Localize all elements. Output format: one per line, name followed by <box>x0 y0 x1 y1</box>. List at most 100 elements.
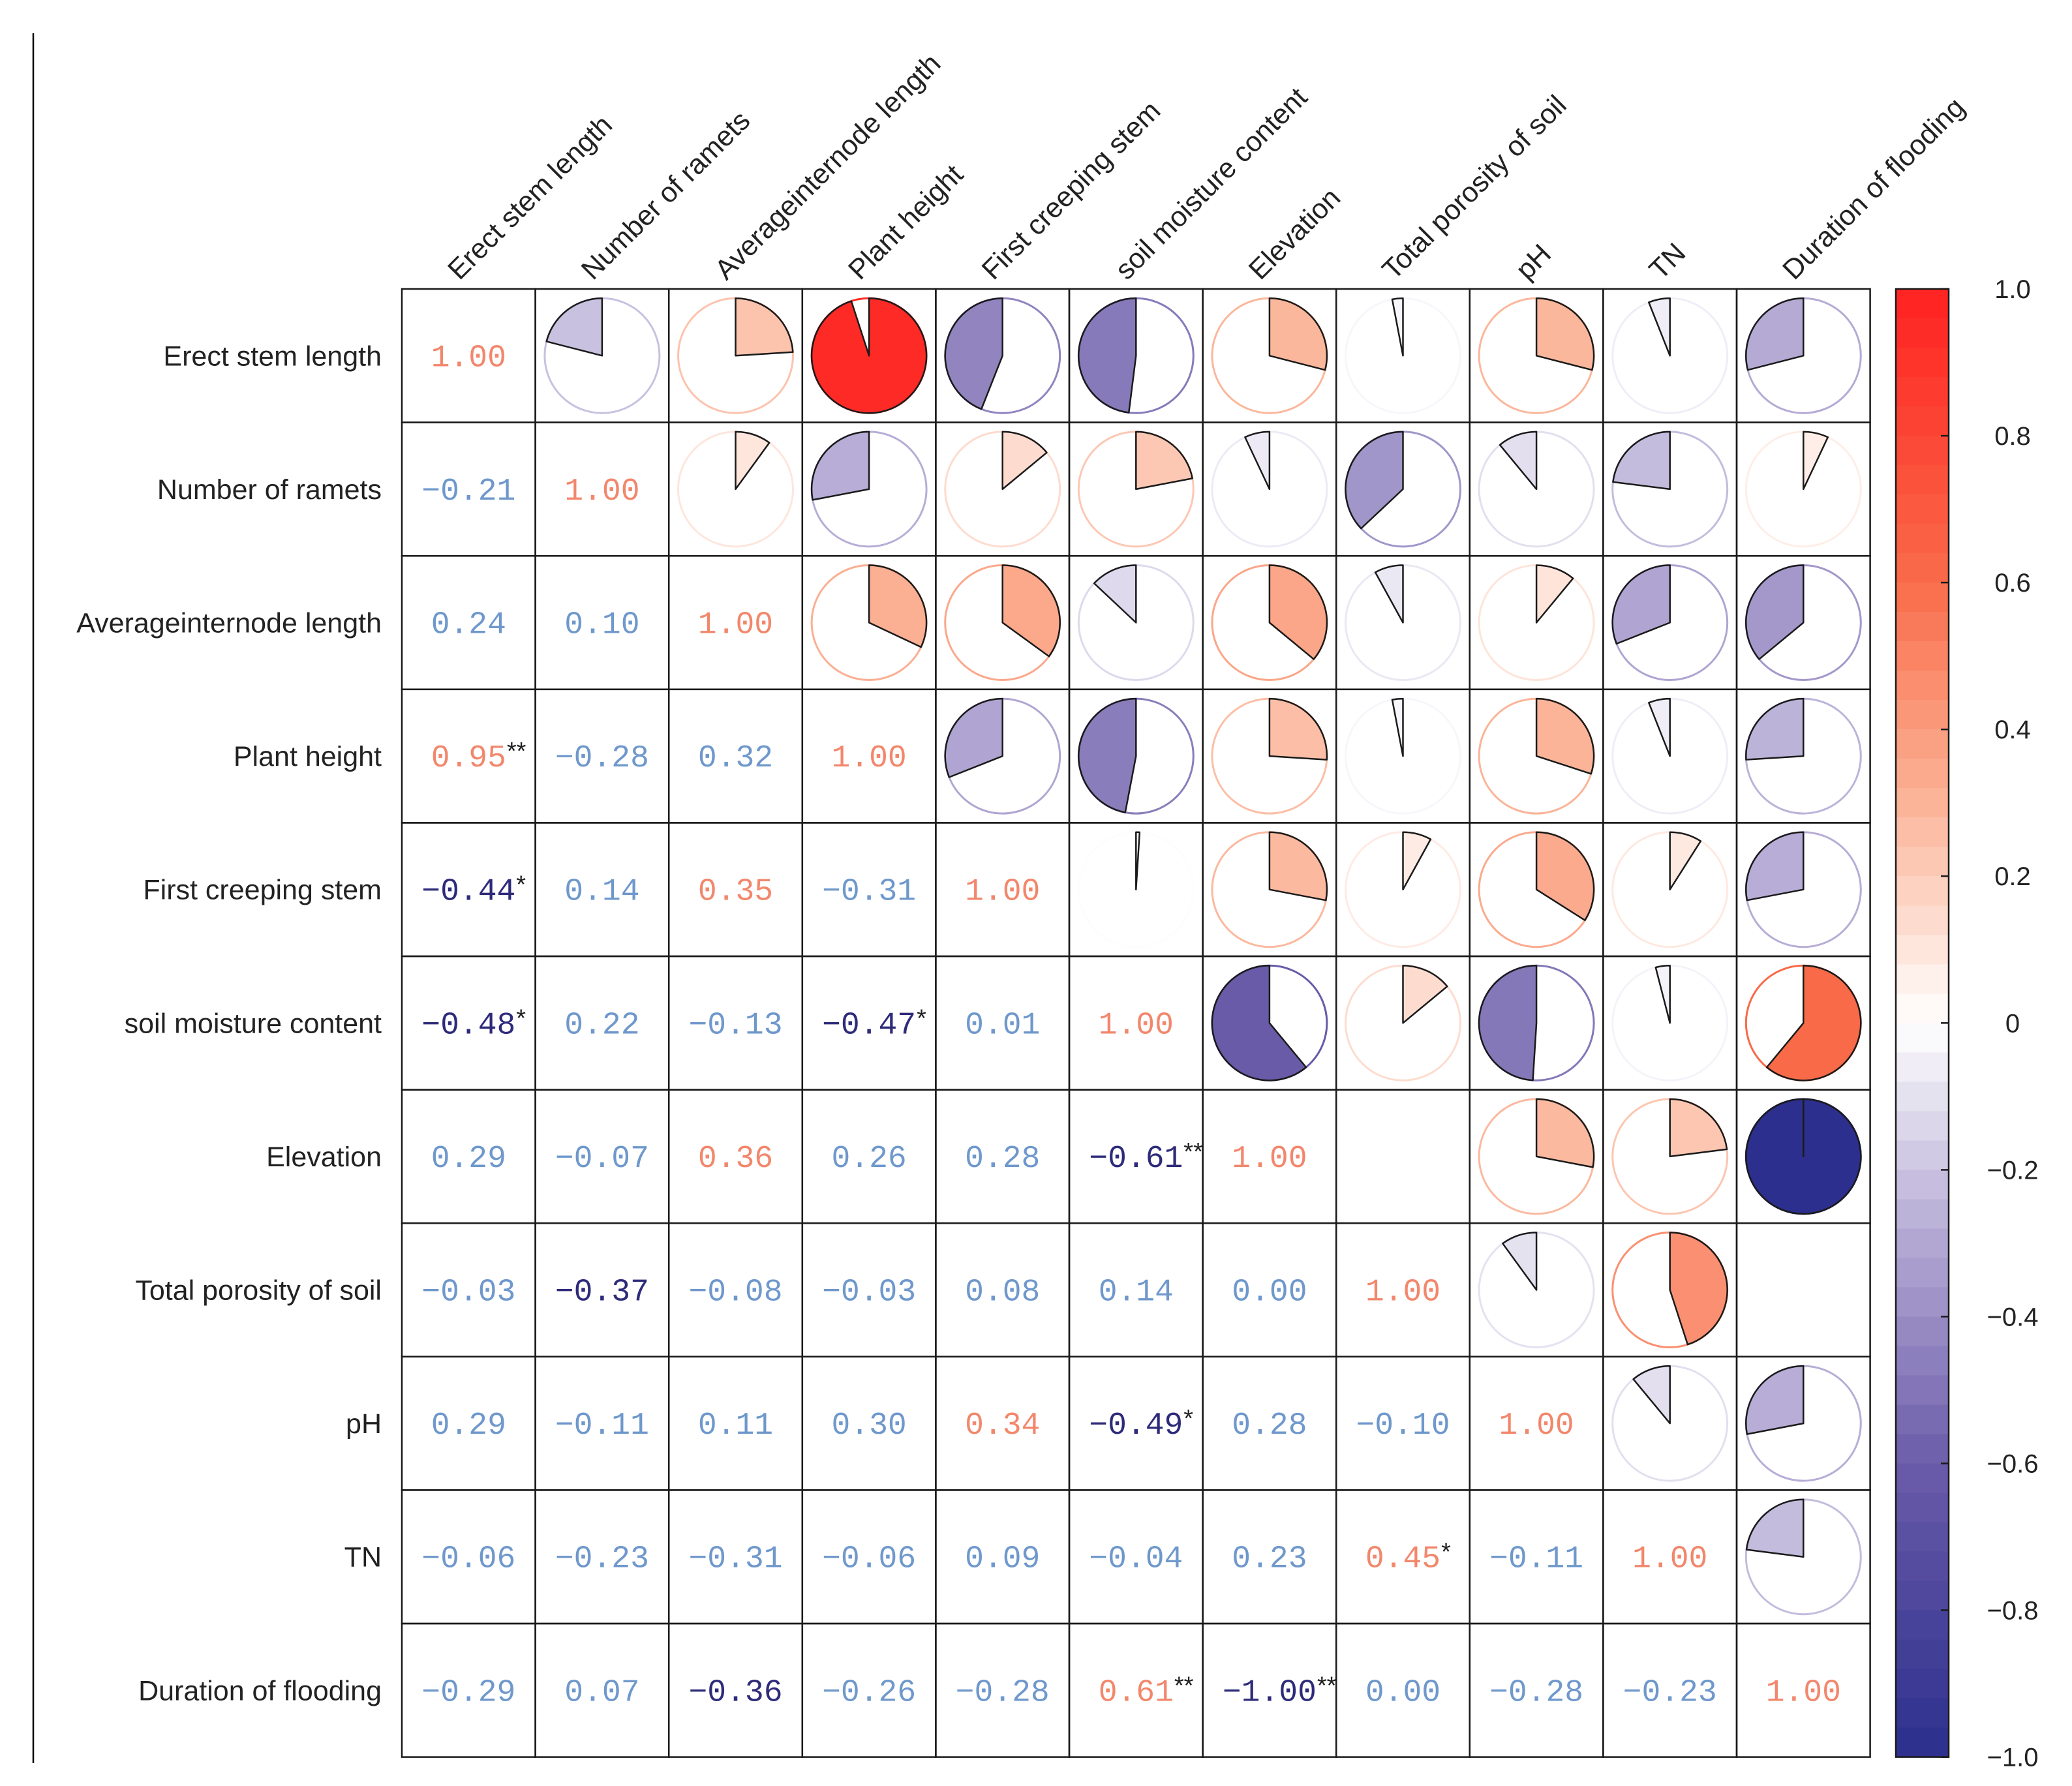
coefficient-label: −0.23 <box>1623 1675 1717 1710</box>
pie-wedge <box>1745 297 1805 371</box>
row-label: Number of ramets <box>157 474 382 506</box>
pie-wedge <box>1268 831 1328 901</box>
coefficient-label: −0.03 <box>822 1275 916 1310</box>
pie-wedge <box>1478 965 1538 1082</box>
significance-stars: ** <box>1317 1672 1337 1699</box>
pie-wedge <box>735 297 794 357</box>
coefficient-label: 1.00 <box>965 875 1040 910</box>
pie-wedge <box>1345 431 1404 530</box>
pie-wedge <box>1745 831 1805 901</box>
coefficient-label: 0.28 <box>965 1142 1040 1177</box>
coefficient-label: −0.26 <box>822 1675 916 1710</box>
coefficient-label: 1.00 <box>1632 1542 1707 1577</box>
column-label: TN <box>1643 237 1692 286</box>
coefficient-label: 1.00 <box>1499 1408 1574 1444</box>
coefficient-label: −0.28 <box>1489 1675 1583 1710</box>
pie-wedge <box>944 297 1003 410</box>
pie-wedge <box>1669 1098 1728 1158</box>
pie-wedge <box>1745 1498 1805 1558</box>
pie-wedge <box>1535 297 1595 371</box>
matrix-cell <box>1735 1222 1871 1358</box>
coefficient-label: −0.47 <box>822 1008 916 1043</box>
coefficient-label: 0.09 <box>965 1542 1040 1577</box>
row-label: Averageinternode length <box>76 608 382 639</box>
coefficient-label: −0.31 <box>688 1542 782 1577</box>
significance-stars: ** <box>1183 1138 1203 1166</box>
row-label: First creeping stem <box>143 875 382 906</box>
coefficient-label: 0.28 <box>1232 1408 1307 1444</box>
coefficient-label: 0.14 <box>1099 1275 1174 1310</box>
coefficient-label: −0.36 <box>688 1675 782 1710</box>
pie-wedge <box>1632 1365 1671 1425</box>
coefficient-label: −0.49 <box>1089 1408 1183 1444</box>
coefficient-label: −0.10 <box>1356 1408 1450 1444</box>
pie-wedge <box>1268 297 1328 371</box>
coefficient-label: 1.00 <box>564 474 639 509</box>
coefficient-label: −0.07 <box>555 1142 649 1177</box>
pie-wedge <box>1244 431 1271 491</box>
coefficient-label: 0.32 <box>698 741 773 776</box>
pie-wedge <box>810 297 928 414</box>
matrix-cell <box>1335 1089 1471 1224</box>
pie-wedge <box>1535 831 1595 922</box>
column-label: pH <box>1510 238 1557 286</box>
pie-wedge <box>1669 1232 1728 1346</box>
colorbar-tick-label: −0.8 <box>1987 1597 2039 1626</box>
significance-stars: * <box>1183 1405 1193 1432</box>
coefficient-label: −0.06 <box>421 1542 515 1577</box>
coefficient-label: 0.45 <box>1365 1542 1440 1577</box>
coefficient-label: −0.61 <box>1089 1142 1183 1177</box>
coefficient-label: −0.28 <box>956 1675 1050 1710</box>
pie-wedge <box>1391 697 1404 757</box>
coefficient-label: −1.00 <box>1223 1675 1317 1710</box>
coefficient-label: 1.00 <box>698 608 773 643</box>
pie-wedge <box>810 431 870 501</box>
colorbar-tick-label: 0.8 <box>1994 422 2031 451</box>
coefficient-label: 0.14 <box>564 875 639 910</box>
colorbar-tick-label: 0 <box>2005 1009 2020 1038</box>
significance-stars: * <box>1441 1539 1451 1566</box>
pie-wedge <box>1001 564 1061 658</box>
pie-wedge <box>1502 1232 1538 1291</box>
pie-wedge <box>1135 431 1193 491</box>
pie-outline <box>1744 1232 1862 1348</box>
pie-wedge <box>1391 297 1404 357</box>
pie-wedge <box>735 431 770 491</box>
pie-wedge <box>1669 831 1702 890</box>
coefficient-label: 0.00 <box>1232 1275 1307 1310</box>
coefficient-label: −0.11 <box>1489 1542 1583 1577</box>
pie-wedge <box>1268 697 1328 761</box>
pie-wedge <box>1402 965 1448 1024</box>
column-label: Duration of flooding <box>1776 91 1971 286</box>
pie-wedge <box>1374 564 1404 624</box>
pie-wedge <box>545 297 603 357</box>
colorbar-tick-label: −1.0 <box>1987 1744 2039 1772</box>
pie-wedge <box>1535 697 1595 775</box>
pie-wedge <box>1535 1098 1595 1168</box>
colorbar <box>1895 288 1950 1758</box>
pie-wedge <box>1535 564 1574 624</box>
matrix-cell <box>1735 1622 1871 1758</box>
significance-stars: * <box>917 1005 926 1032</box>
row-label: soil moisture content <box>125 1008 382 1039</box>
coefficient-label: 0.00 <box>1365 1675 1440 1710</box>
coefficient-label: 0.35 <box>698 875 773 910</box>
pie-wedge <box>1078 297 1137 414</box>
column-label: Plant height <box>842 159 969 286</box>
coefficient-label: 0.29 <box>431 1142 506 1177</box>
row-label: Total porosity of soil <box>135 1275 382 1307</box>
row-label: Erect stem length <box>163 341 382 372</box>
coefficient-label: 0.24 <box>431 608 506 643</box>
pie-wedge <box>1745 1365 1805 1435</box>
coefficient-label: −0.29 <box>421 1675 515 1710</box>
pie-wedge <box>1654 965 1671 1024</box>
row-label: Duration of flooding <box>138 1675 382 1706</box>
colorbar-tick-label: −0.2 <box>1987 1156 2039 1185</box>
coefficient-label: 0.26 <box>831 1142 906 1177</box>
pie-wedge <box>1093 564 1137 624</box>
pie-wedge <box>1211 965 1307 1082</box>
pie-wedge <box>1001 431 1048 491</box>
colorbar-tick-label: 0.4 <box>1994 716 2031 744</box>
coefficient-label: −0.23 <box>555 1542 649 1577</box>
